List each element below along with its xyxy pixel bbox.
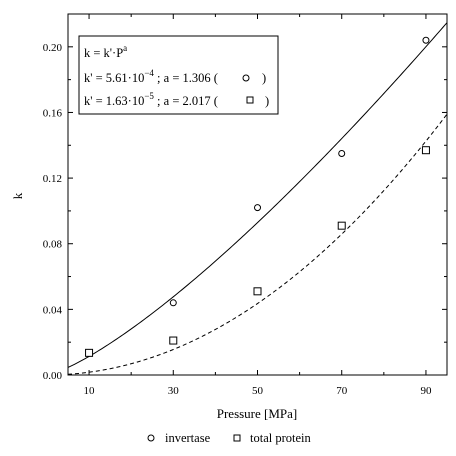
- invertase-point: [254, 204, 261, 212]
- x-tick-label: 90: [420, 385, 432, 397]
- invertase-point: [422, 36, 430, 44]
- fit-equation-box: k = k'·Pa k' = 5.61·10−4 ; a = 1.306 ( )…: [78, 35, 279, 115]
- x-tick-label: 70: [336, 385, 348, 397]
- x-tick-label: 50: [252, 385, 264, 397]
- total-protein-point: [85, 348, 94, 357]
- invertase-equation-marker: [242, 74, 250, 82]
- y-tick-label: 0.12: [43, 173, 62, 185]
- data-points: [85, 36, 430, 357]
- legend: invertase total protein: [147, 431, 311, 445]
- invertase-point: [338, 149, 346, 157]
- y-tick-label: 0.20: [43, 42, 63, 54]
- total-protein-point: [421, 146, 430, 155]
- fit-curve-total-protein: [67, 113, 448, 375]
- x-tick-label: 10: [84, 385, 96, 397]
- total-protein-point: [169, 336, 178, 345]
- fit-equation-general: k = k'·Pa: [84, 43, 127, 60]
- fit-equation-total-protein: k' = 1.63·10−5 ; a = 2.017 (: [84, 91, 218, 108]
- total-protein-equation-marker: [246, 96, 254, 104]
- total-protein-point: [337, 221, 346, 230]
- y-tick-label: 0.16: [43, 107, 63, 119]
- x-axis-title: Pressure [MPa]: [217, 406, 298, 421]
- fit-curves: [67, 22, 448, 375]
- fit-curve-invertase: [67, 22, 448, 368]
- fit-equation-invertase-close: ): [262, 71, 266, 85]
- y-axis-title: k: [10, 192, 25, 199]
- total-protein-point: [253, 287, 262, 296]
- x-tick-label: 30: [168, 385, 180, 397]
- y-tick-label: 0.04: [43, 304, 63, 316]
- legend-label-invertase: invertase: [165, 431, 211, 445]
- fit-equation-total-protein-close: ): [265, 94, 269, 108]
- legend-label-total-protein: total protein: [250, 431, 311, 445]
- y-tick-label: 0.00: [43, 370, 63, 382]
- fit-equation-invertase: k' = 5.61·10−4 ; a = 1.306 (: [84, 68, 218, 85]
- legend-marker-total-protein: [233, 434, 241, 442]
- invertase-point: [169, 299, 177, 307]
- legend-marker-invertase: [147, 434, 155, 442]
- y-tick-label: 0.08: [43, 239, 63, 251]
- axes: 10 30 50 70 90 0.00 0.04 0.08 0.12 0.16 0.20: [43, 13, 448, 397]
